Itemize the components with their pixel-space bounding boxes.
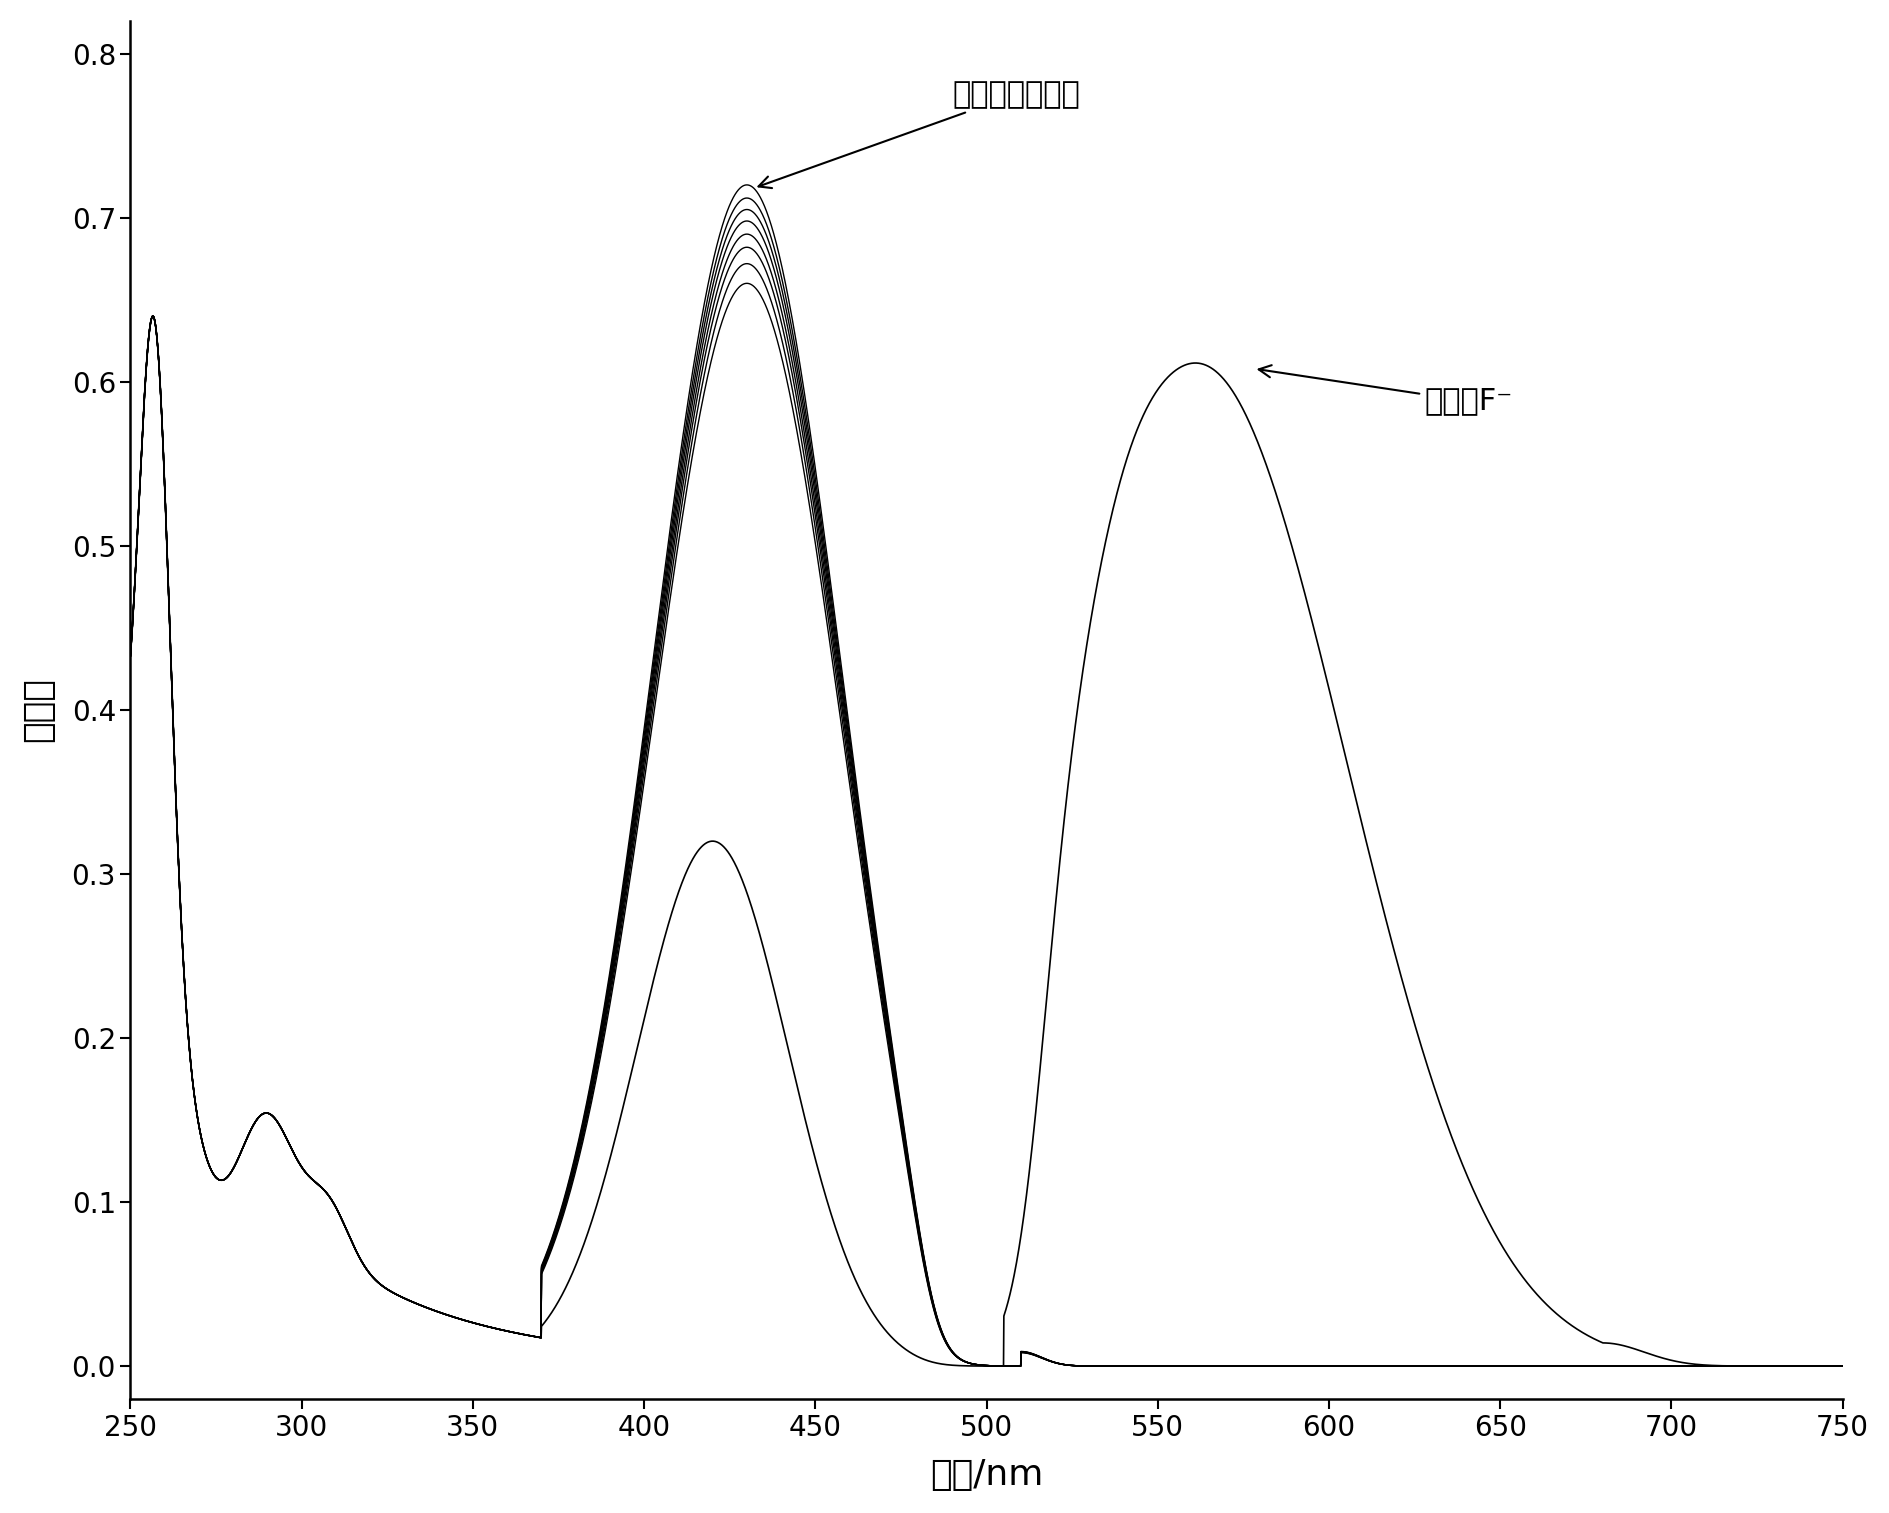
Text: 主体＋F⁻: 主体＋F⁻ (1258, 365, 1513, 416)
Y-axis label: 吸光度: 吸光度 (21, 678, 55, 743)
Text: 主体＋其他离子: 主体＋其他离子 (757, 80, 1079, 188)
X-axis label: 波长/nm: 波长/nm (929, 1459, 1043, 1492)
